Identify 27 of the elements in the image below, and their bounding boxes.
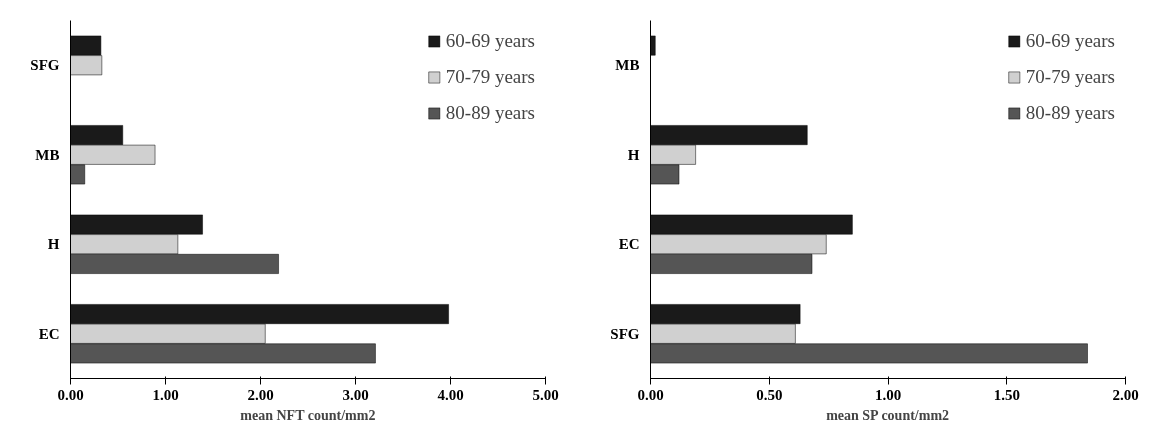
y-tick-label: EC bbox=[38, 325, 60, 342]
legend-label: 70-79 years bbox=[1025, 66, 1115, 88]
legend-label: 70-79 years bbox=[445, 66, 535, 88]
x-tick-label: 3.00 bbox=[342, 386, 369, 403]
legend-label: 60-69 years bbox=[1025, 30, 1115, 52]
x-tick-label: 1.00 bbox=[874, 386, 902, 403]
x-tick-label: 1.00 bbox=[152, 386, 179, 403]
y-tick-label: SFG bbox=[30, 57, 60, 74]
y-tick-label: MB bbox=[615, 57, 640, 74]
x-axis-title: mean SP count/mm2 bbox=[826, 407, 950, 423]
y-tick-label: MB bbox=[35, 146, 60, 163]
x-tick-label: 2.00 bbox=[1112, 386, 1139, 403]
y-tick-label: EC bbox=[618, 236, 640, 253]
x-tick-label: 1.50 bbox=[993, 386, 1020, 403]
legend-label: 80-89 years bbox=[445, 102, 535, 124]
x-tick-label: 0.00 bbox=[637, 386, 664, 403]
y-tick-label: SFG bbox=[610, 325, 640, 342]
x-tick-label: 2.00 bbox=[247, 386, 274, 403]
x-axis-title: mean NFT count/mm2 bbox=[240, 407, 376, 423]
legend-label: 80-89 years bbox=[1025, 102, 1115, 124]
x-tick-label: 0.50 bbox=[756, 386, 783, 403]
y-tick-label: H bbox=[47, 236, 60, 253]
x-tick-label: 5.00 bbox=[532, 386, 559, 403]
x-tick-label: 4.00 bbox=[437, 386, 464, 403]
x-tick-label: 0.00 bbox=[57, 386, 84, 403]
y-tick-label: H bbox=[627, 146, 640, 163]
legend-label: 60-69 years bbox=[445, 30, 535, 52]
